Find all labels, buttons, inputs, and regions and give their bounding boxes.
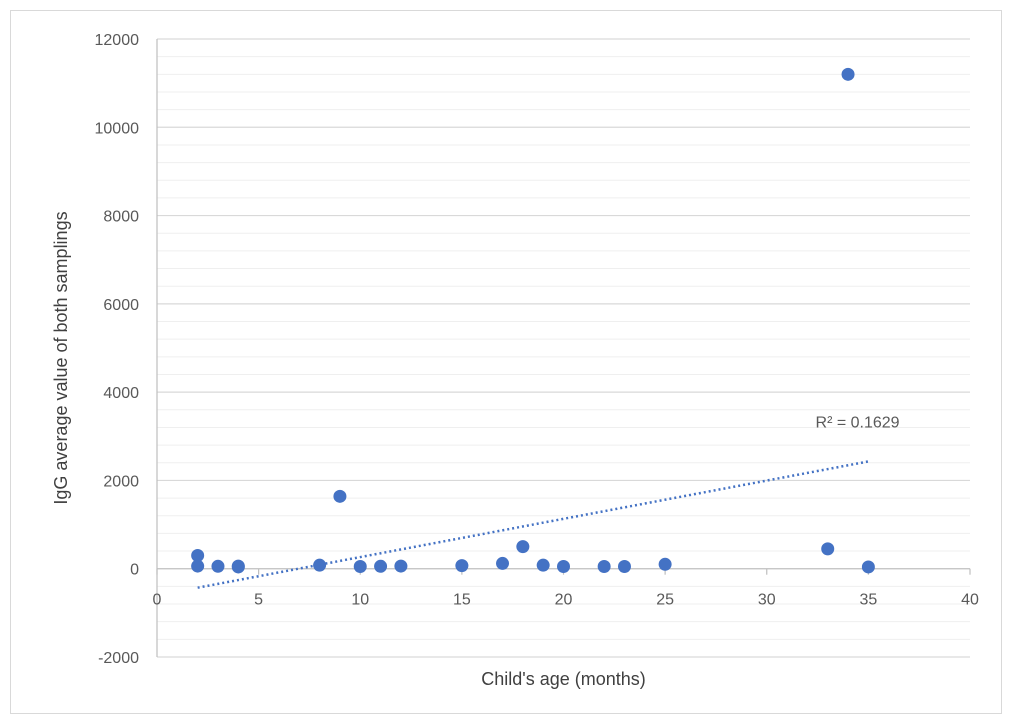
y-tick-label: -2000 [98,650,139,667]
y-tick-label: 4000 [103,385,139,402]
data-point [658,557,672,571]
x-tick-label: 25 [656,592,674,609]
data-point [557,560,570,574]
x-tick-label: 20 [555,592,573,609]
data-point [516,540,530,554]
minor-gridlines [157,56,970,640]
major-gridlines [157,38,970,658]
data-point [496,556,510,570]
data-point [191,559,205,573]
x-tick-label: 0 [153,592,162,609]
data-point [821,542,835,556]
data-point [597,560,611,574]
data-point [617,560,631,574]
trendline-line [197,460,869,589]
data-point [394,559,408,573]
data-point [211,559,225,573]
x-tick-label: 35 [859,592,877,609]
trendline [197,460,869,589]
data-points [191,67,875,574]
y-tick-label: 12000 [95,32,140,49]
x-tick-label: 10 [351,592,369,609]
y-tick-label: 8000 [103,209,139,226]
y-tick-label: 2000 [103,473,139,490]
data-point [231,560,245,574]
x-tick-labels: 0 5 10 15 20 25 30 35 40 [153,592,979,609]
data-point [536,558,550,572]
r-squared-label: R² = 0.1629 [816,414,900,431]
data-point [353,560,367,574]
data-point [191,548,205,562]
x-axis-title: Child's age (months) [481,669,646,689]
y-tick-labels: -2000 0 2000 4000 6000 8000 10000 12000 [95,32,140,667]
y-tick-label: 10000 [95,120,140,137]
x-tick-label: 15 [453,592,471,609]
data-point [374,559,388,573]
data-point [333,489,347,503]
x-tick-label: 30 [758,592,776,609]
y-tick-label: 6000 [103,297,139,314]
data-point [861,560,875,574]
y-tick-label: 0 [130,562,139,579]
data-point [455,559,469,573]
x-tick-label: 40 [961,592,979,609]
y-axis-title: IgG average value of both samplings [51,211,71,504]
data-point [313,558,327,572]
data-point [841,67,855,81]
x-tick-label: 5 [254,592,263,609]
